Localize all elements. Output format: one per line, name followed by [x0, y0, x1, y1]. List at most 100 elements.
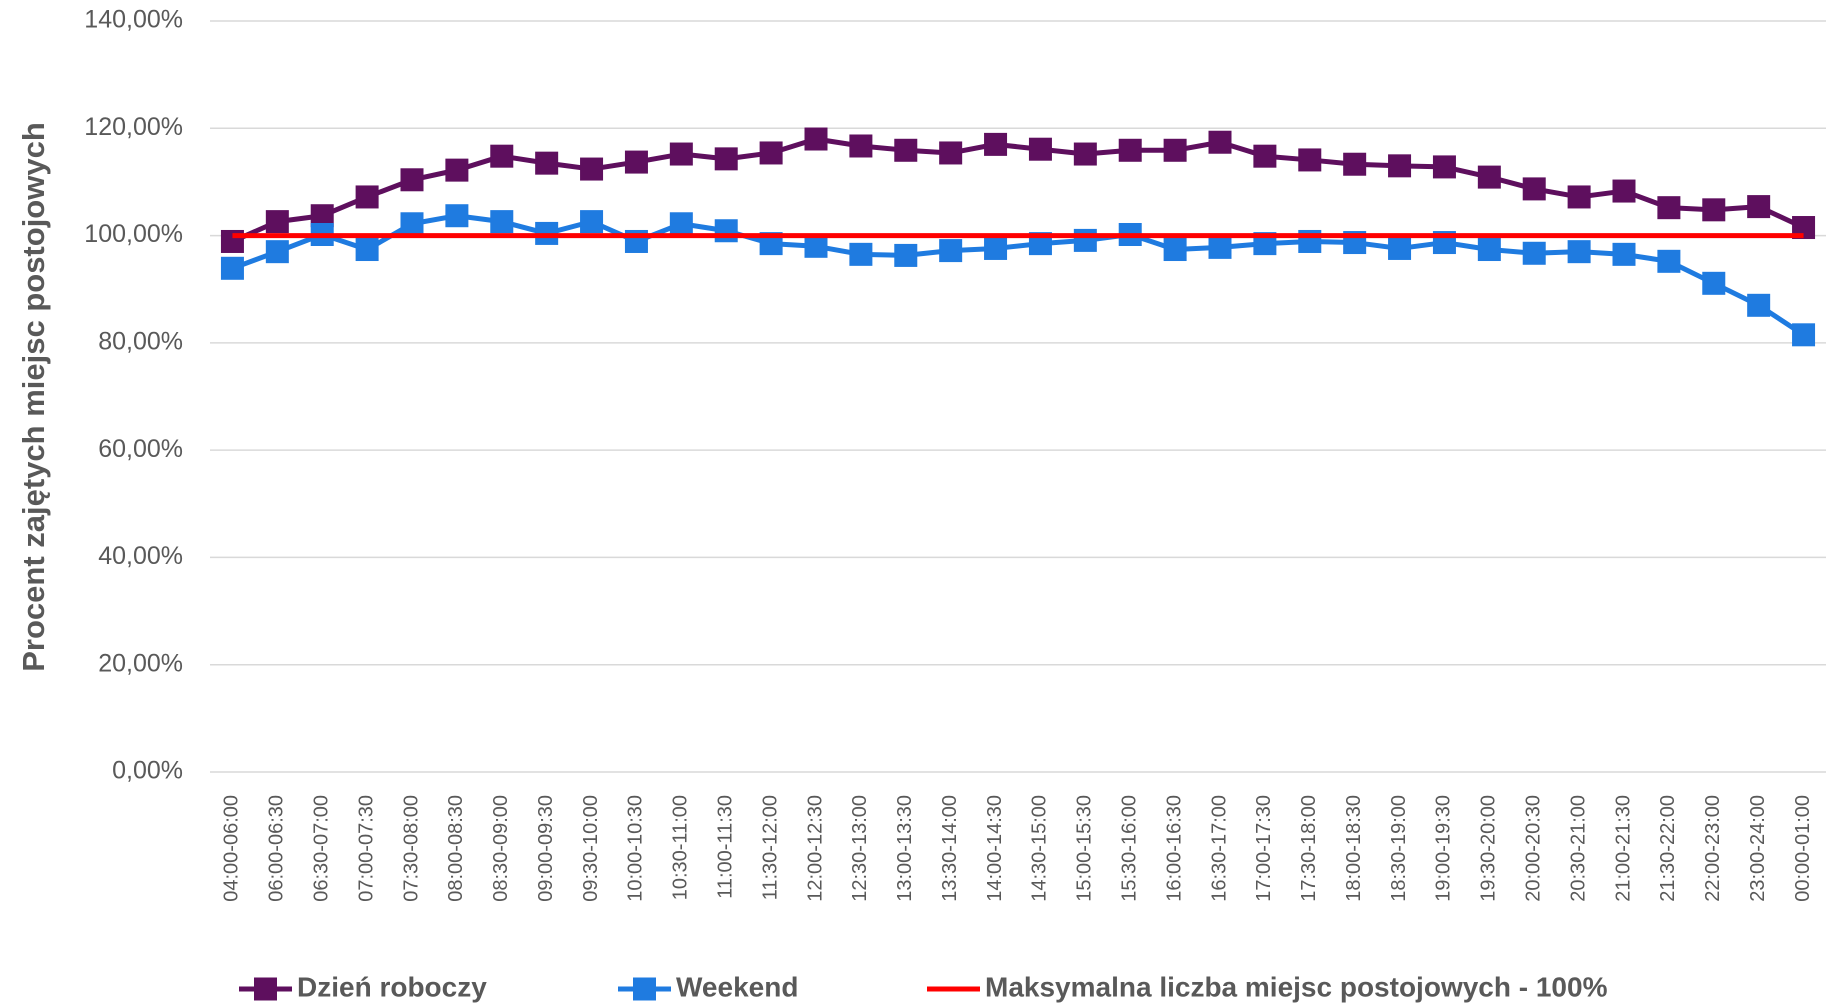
- marker: [804, 234, 828, 258]
- marker: [265, 240, 289, 264]
- marker: [1118, 138, 1142, 162]
- x-tick-label: 22:00-23:00: [1702, 795, 1724, 902]
- marker: [580, 157, 604, 181]
- x-tick-label: 18:30-19:00: [1388, 795, 1410, 902]
- marker: [445, 204, 469, 228]
- marker: [669, 142, 693, 166]
- legend-label: Weekend: [676, 971, 798, 1002]
- marker: [1208, 130, 1232, 154]
- y-tick-label: 80,00%: [98, 327, 183, 355]
- marker: [535, 151, 559, 175]
- legend-label: Dzień roboczy: [297, 971, 487, 1002]
- marker: [624, 150, 648, 174]
- y-tick-label: 60,00%: [98, 435, 183, 463]
- marker: [1702, 198, 1726, 222]
- x-tick-label: 10:30-11:00: [670, 795, 692, 900]
- marker: [1792, 323, 1816, 347]
- marker: [984, 132, 1008, 156]
- x-tick-label: 07:00-07:30: [355, 795, 377, 902]
- marker: [1567, 185, 1591, 209]
- marker: [1522, 177, 1546, 201]
- x-tick-label: 07:30-08:00: [400, 795, 422, 902]
- marker: [1702, 271, 1726, 295]
- x-tick-label: 04:00-06:00: [221, 795, 243, 902]
- marker: [1343, 152, 1367, 176]
- x-tick-label: 06:00-06:30: [266, 795, 288, 902]
- marker: [804, 127, 828, 151]
- marker: [265, 210, 289, 234]
- legend-marker: [633, 977, 656, 1001]
- marker: [894, 138, 918, 162]
- x-tick-label: 10:00-10:30: [625, 795, 647, 902]
- x-tick-label: 21:30-22:00: [1657, 795, 1679, 902]
- y-tick-label: 140,00%: [84, 6, 183, 34]
- marker: [1612, 242, 1636, 266]
- marker: [939, 141, 963, 165]
- marker: [1477, 165, 1501, 189]
- x-tick-label: 00:00-01:00: [1792, 795, 1814, 902]
- x-tick-label: 20:00-20:30: [1523, 795, 1545, 902]
- marker: [1073, 142, 1097, 166]
- marker: [1388, 154, 1412, 178]
- x-tick-label: 16:30-17:00: [1208, 795, 1230, 902]
- marker: [669, 212, 693, 236]
- x-tick-label: 13:30-14:00: [939, 795, 961, 902]
- x-tick-label: 08:00-08:30: [445, 795, 467, 902]
- x-tick-label: 17:30-18:00: [1298, 795, 1320, 902]
- x-tick-label: 09:00-09:30: [535, 795, 557, 902]
- y-axis-title: Procent zajętych miejsc postojowych: [16, 122, 51, 672]
- marker: [1747, 293, 1771, 317]
- y-tick-label: 120,00%: [84, 113, 183, 141]
- x-tick-label: 08:30-09:00: [490, 795, 512, 902]
- marker: [1208, 235, 1232, 259]
- marker: [714, 147, 738, 171]
- marker: [939, 239, 963, 263]
- marker: [490, 210, 514, 234]
- marker: [1567, 240, 1591, 264]
- x-tick-label: 09:30-10:00: [580, 795, 602, 902]
- marker: [355, 185, 379, 209]
- marker: [984, 236, 1008, 260]
- marker: [355, 238, 379, 262]
- x-tick-label: 13:00-13:30: [894, 795, 916, 902]
- marker: [400, 212, 424, 236]
- x-tick-label: 17:00-17:30: [1253, 795, 1275, 902]
- x-tick-label: 16:00-16:30: [1163, 795, 1185, 902]
- x-tick-label: 18:00-18:30: [1343, 795, 1365, 902]
- y-tick-label: 0,00%: [112, 757, 183, 785]
- x-tick-label: 11:00-11:30: [715, 795, 737, 899]
- x-tick-label: 14:00-14:30: [984, 795, 1006, 902]
- marker: [580, 210, 604, 234]
- x-tick-label: 19:30-20:00: [1478, 795, 1500, 902]
- marker: [1028, 137, 1052, 161]
- y-tick-label: 40,00%: [98, 542, 183, 570]
- marker: [445, 158, 469, 182]
- marker: [894, 243, 918, 267]
- legend-label: Maksymalna liczba miejsc postojowych - 1…: [985, 971, 1608, 1002]
- marker: [1522, 241, 1546, 265]
- marker: [1477, 238, 1501, 262]
- marker: [400, 168, 424, 192]
- x-tick-label: 20:30-21:00: [1567, 795, 1589, 902]
- marker: [220, 256, 244, 280]
- x-tick-label: 12:00-12:30: [804, 795, 826, 902]
- marker: [1747, 195, 1771, 219]
- marker: [1163, 138, 1187, 162]
- x-tick-label: 15:30-16:00: [1119, 795, 1141, 902]
- marker: [1073, 228, 1097, 252]
- x-tick-label: 19:00-19:30: [1433, 795, 1455, 902]
- marker: [1657, 249, 1681, 273]
- marker: [714, 219, 738, 243]
- marker: [849, 242, 873, 266]
- marker: [1298, 148, 1322, 172]
- x-tick-label: 15:00-15:30: [1074, 795, 1096, 902]
- y-tick-label: 100,00%: [84, 220, 183, 248]
- marker: [849, 134, 873, 158]
- marker: [759, 141, 783, 165]
- x-tick-label: 14:30-15:00: [1029, 795, 1051, 902]
- y-tick-label: 20,00%: [98, 649, 183, 677]
- x-tick-label: 21:00-21:30: [1612, 795, 1634, 902]
- x-tick-label: 11:30-12:00: [759, 795, 781, 900]
- x-tick-label: 23:00-24:00: [1747, 795, 1769, 902]
